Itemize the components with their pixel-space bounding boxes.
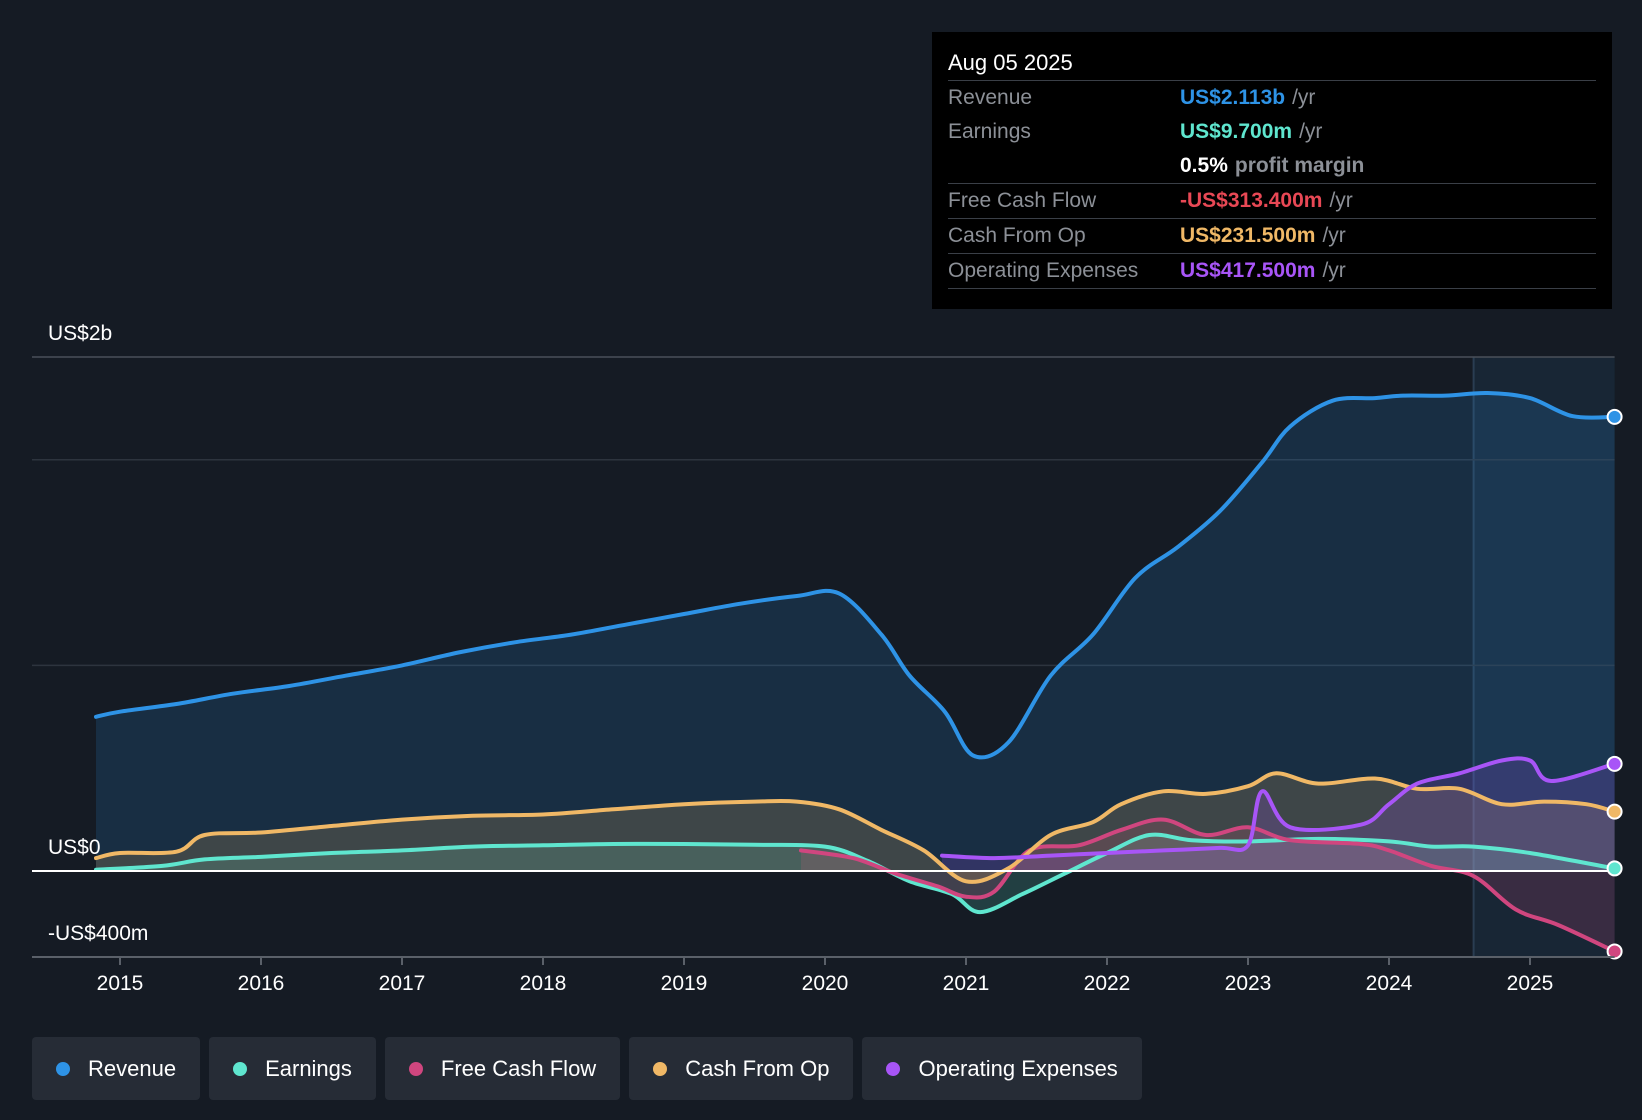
line-revenue [94,390,1617,760]
tooltip-revenue-unit: /yr [1292,86,1316,109]
tooltip-margin-value: 0.5% [1180,154,1228,177]
x-tick-label-2025: 2025 [1507,972,1554,995]
y-label-bottom: -US$400m [48,922,148,945]
tooltip-earnings-value: US$9.700m [1180,120,1293,143]
line-cash-from-op [94,771,1617,884]
x-axis-ticks: 2015 2016 2017 2018 2019 2020 2021 2022 2023 2024… [97,957,1554,995]
legend-dot-operating-expenses [886,1061,901,1076]
tooltip-cfo-value: US$231.500m [1180,224,1316,247]
legend-item-cash-from-op[interactable]: Cash From Op [629,1037,854,1100]
area-cash-from-op [96,773,1615,882]
legend-dot-cash-from-op [653,1061,668,1076]
tooltip-fcf-unit: /yr [1329,189,1353,212]
x-tick-label-2017: 2017 [379,972,426,995]
tooltip-row-margin: 0.5% profit margin [948,149,1596,184]
area-revenue [96,392,1615,871]
x-tick-label-2016: 2016 [238,972,285,995]
legend-dot-free-cash-flow [408,1061,423,1076]
tooltip-row-cfo: Cash From Op US$231.500m /yr [948,219,1596,254]
legend-item-free-cash-flow[interactable]: Free Cash Flow [384,1037,621,1100]
tooltip-earnings-unit: /yr [1299,120,1323,143]
endpoint-free-cash-flow[interactable] [1606,943,1623,960]
tooltip-revenue-value: US$2.113b [1180,86,1286,109]
legend-label-free-cash-flow: Free Cash Flow [440,1055,597,1081]
tooltip-row-revenue: Revenue US$2.113b /yr [948,81,1596,115]
x-tick-label-2021: 2021 [943,972,990,995]
line-earnings [94,832,1617,915]
endpoint-cash-from-op[interactable] [1606,803,1623,820]
tooltip-margin-label: profit margin [1234,154,1365,177]
line-free-cash-flow [799,817,1617,954]
tooltip-opex-label: Operating Expenses [948,259,1139,282]
tooltip-panel: Aug 05 2025 Revenue US$2.113b /yr Earnin… [932,32,1612,309]
endpoint-operating-expenses[interactable] [1606,755,1623,772]
tooltip-date: Aug 05 2025 [948,46,1596,81]
x-tick-label-2020: 2020 [802,972,849,995]
tooltip-opex-value: US$417.500m [1180,259,1316,282]
series-lines [94,390,1617,954]
line-operating-expenses [940,756,1617,861]
endpoint-earnings[interactable] [1606,860,1623,877]
tooltip-cfo-unit: /yr [1322,224,1346,247]
legend-label-operating-expenses: Operating Expenses [918,1055,1118,1081]
tooltip-cfo-label: Cash From Op [948,224,1086,247]
tooltip-row-opex: Operating Expenses US$417.500m /yr [948,254,1596,289]
y-label-zero: US$0 [48,836,101,859]
legend-item-revenue[interactable]: Revenue [32,1037,201,1100]
y-axis-labels: US$2b US$0 -US$400m [48,322,148,945]
x-tick-label-2022: 2022 [1084,972,1131,995]
tooltip-row-earnings: Earnings US$9.700m /yr [948,115,1596,149]
tooltip-opex-unit: /yr [1322,259,1346,282]
x-tick-label-2023: 2023 [1225,972,1272,995]
area-earnings [96,834,1615,913]
x-tick-label-2018: 2018 [520,972,567,995]
endpoint-revenue[interactable] [1606,408,1623,425]
x-tick-label-2015: 2015 [97,972,144,995]
tooltip-earnings-label: Earnings [948,120,1031,143]
tooltip-row-fcf: Free Cash Flow -US$313.400m /yr [948,184,1596,219]
legend-label-cash-from-op: Cash From Op [685,1055,830,1081]
legend-dot-earnings [233,1061,248,1076]
legend-label-revenue: Revenue [88,1055,177,1081]
series-areas [96,392,1615,952]
legend-dot-revenue [56,1061,70,1076]
y-label-top: US$2b [48,322,112,345]
series-endpoints [1606,408,1623,960]
tooltip-fcf-label: Free Cash Flow [948,189,1097,212]
tooltip-fcf-value: -US$313.400m [1180,189,1323,212]
legend-item-earnings[interactable]: Earnings [209,1037,376,1100]
tooltip-revenue-label: Revenue [948,86,1033,109]
gridlines [32,356,1615,667]
area-free-cash-flow [801,819,1615,952]
legend-label-earnings: Earnings [265,1055,352,1081]
x-tick-label-2019: 2019 [661,972,708,995]
x-tick-label-2024: 2024 [1366,972,1413,995]
legend-item-operating-expenses[interactable]: Operating Expenses [862,1037,1142,1100]
legend: Revenue Earnings Free Cash Flow Cash Fro… [32,1037,1142,1100]
